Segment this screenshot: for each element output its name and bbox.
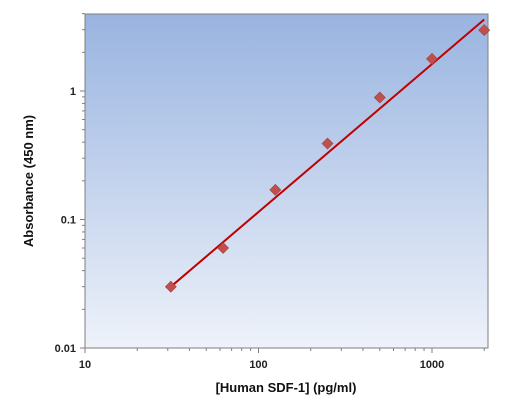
data-point bbox=[478, 24, 491, 36]
data-point bbox=[269, 183, 282, 196]
y-tick-label: 0.1 bbox=[61, 215, 76, 227]
y-tick-label: 1 bbox=[70, 86, 76, 98]
data-point bbox=[217, 242, 230, 254]
plot-area bbox=[85, 14, 488, 348]
x-tick-label: 100 bbox=[249, 359, 267, 371]
x-tick-label: 1000 bbox=[420, 359, 444, 371]
y-axis-title: Absorbance (450 nm) bbox=[21, 115, 36, 247]
data-points-layer bbox=[164, 24, 491, 293]
data-point bbox=[373, 91, 386, 104]
y-tick-label: 0.01 bbox=[55, 343, 76, 355]
x-axis-title: [Human SDF-1] (pg/ml) bbox=[216, 380, 357, 395]
tick-labels: 10 100 1000 0.01 0.1 1 bbox=[55, 86, 445, 371]
data-point bbox=[321, 137, 334, 150]
x-tick-label: 10 bbox=[79, 359, 91, 371]
axes bbox=[80, 13, 489, 353]
data-point bbox=[164, 280, 177, 293]
data-point bbox=[426, 52, 438, 65]
